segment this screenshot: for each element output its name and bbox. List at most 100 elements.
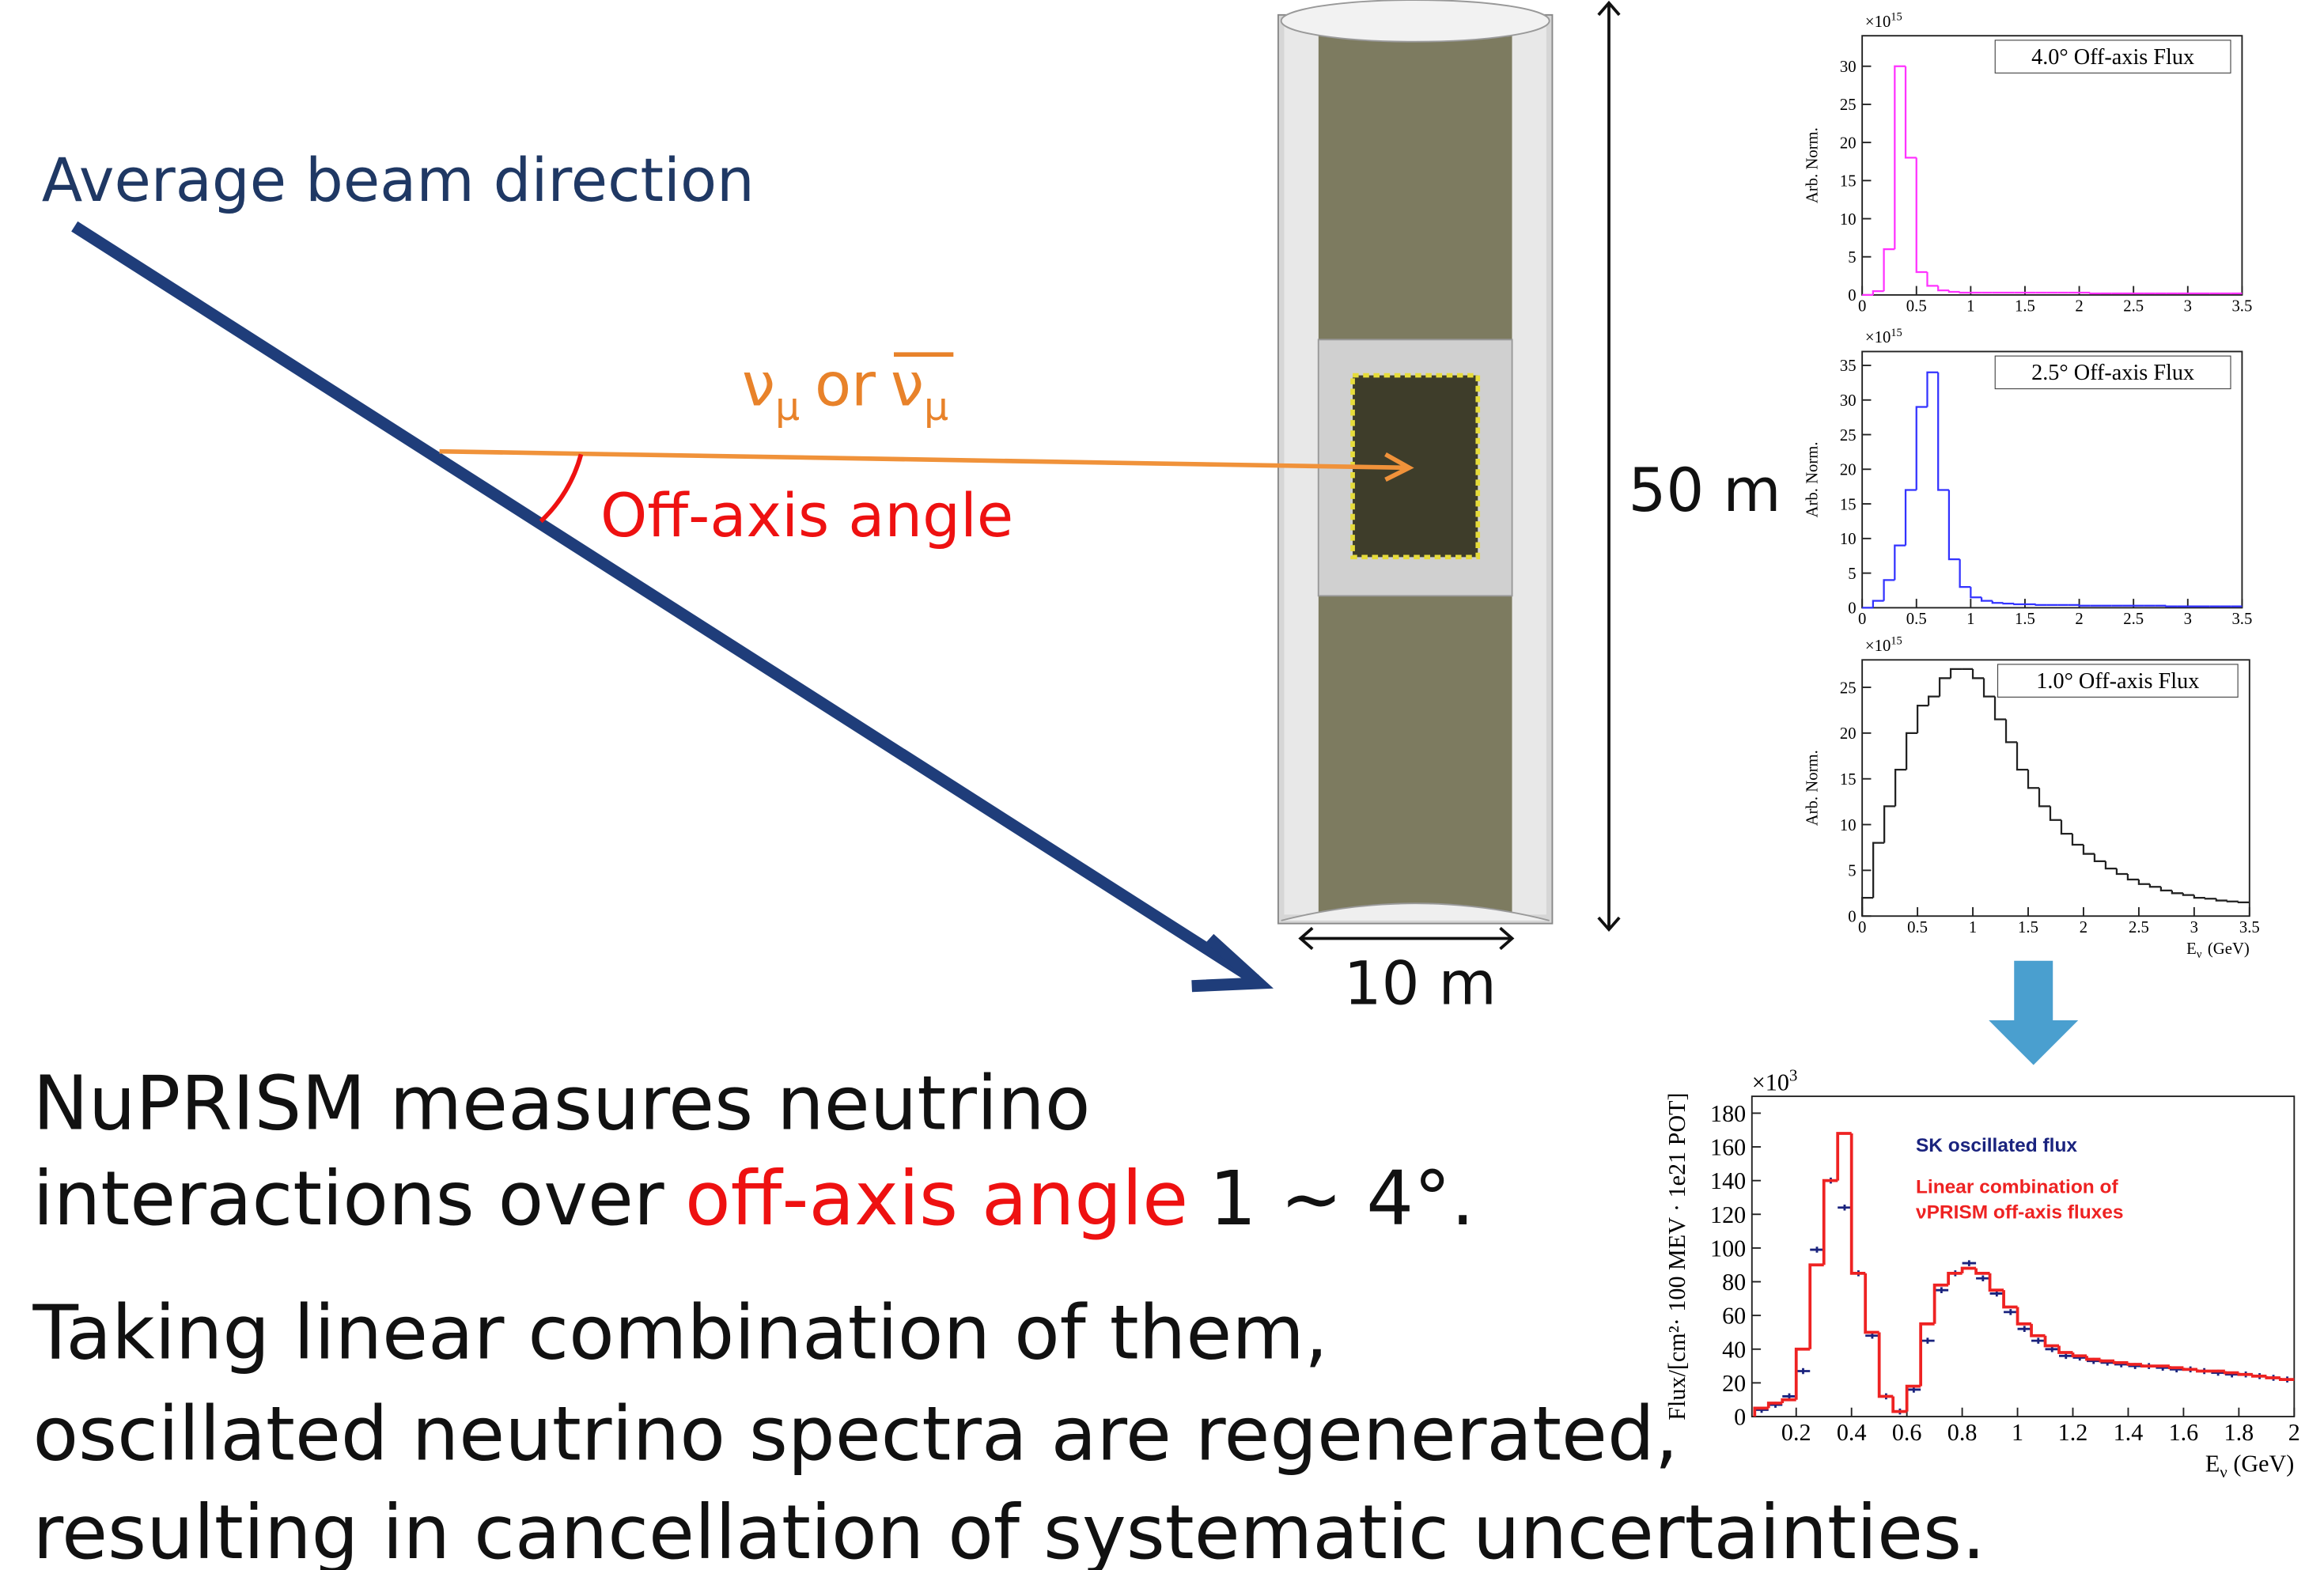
histogram-bin [2266, 1376, 2280, 1378]
y-tick-label: 25 [1840, 96, 1857, 114]
histogram-bin [2183, 1368, 2197, 1369]
histogram-bin [2280, 1378, 2294, 1379]
body-line: interactions overoff-axis angle1 ~ 4°. [32, 1156, 1474, 1243]
body-highlight: off-axis angle [685, 1156, 1188, 1243]
y-axis-label: Arb. Norm. [1804, 441, 1822, 517]
chart: 0.20.40.60.811.21.41.61.8202040608010012… [1664, 1066, 2300, 1481]
x-tick-label: 3 [2184, 298, 2192, 316]
x-tick-label: 1.4 [2114, 1419, 2144, 1446]
y-tick-label: 25 [1840, 679, 1857, 697]
width-label: 10 m [1344, 948, 1497, 1018]
chart-title: 2.5° Off-axis Flux [2031, 361, 2194, 385]
y-tick-label: 0 [1734, 1404, 1746, 1431]
y-tick-label: 5 [1848, 566, 1856, 583]
y-tick-label: 5 [1848, 863, 1856, 880]
x-tick-label: 1 [2012, 1419, 2023, 1446]
chart-title: 4.0° Off-axis Flux [2031, 45, 2194, 70]
x-tick-label: 2 [2080, 919, 2087, 936]
x-axis-label: Eν(GeV) [2186, 940, 2250, 961]
x-tick-label: 0.6 [1892, 1419, 1922, 1446]
multiplier-power: 3 [1789, 1066, 1798, 1085]
y-axis-label: Arb. Norm. [1804, 127, 1822, 203]
y-tick-label: 140 [1710, 1167, 1746, 1194]
x-tick-label: 0.5 [1907, 919, 1928, 936]
x-tick-label: 1 [1969, 919, 1977, 936]
histogram-bin [2036, 604, 2047, 605]
histogram-bin [2170, 1366, 2183, 1368]
angle-label: Off-axis angle [600, 481, 1013, 550]
y-tick-label: 10 [1840, 211, 1857, 229]
histogram-bin [2197, 1369, 2211, 1371]
x-tick-label: 1 [1966, 298, 1974, 316]
body-span: 1 ~ 4°. [1209, 1156, 1475, 1243]
angle-arc [541, 454, 581, 521]
x-tick-label: 1.2 [2058, 1419, 2088, 1446]
slide: Average beam direction νμorνμ Off-axis a… [0, 0, 2324, 1570]
x-axis-label: Eν(GeV) [2205, 1450, 2294, 1481]
x-tick-label: 3 [2184, 611, 2192, 628]
y-tick-label: 20 [1840, 725, 1857, 743]
wall-left [1284, 24, 1318, 914]
histogram-bin [2128, 1363, 2141, 1364]
shaft-top [1281, 0, 1550, 42]
multiplier-power: 15 [1891, 635, 1902, 648]
x-label-sub: ν [2197, 948, 2202, 961]
x-tick-label: 2.5 [2123, 611, 2144, 628]
plot-frame [1862, 660, 2250, 916]
histogram-bin [2114, 1361, 2128, 1363]
x-tick-label: 0.2 [1781, 1419, 1811, 1446]
x-tick-label: 1.8 [2224, 1419, 2254, 1446]
x-tick-label: 1.6 [2169, 1419, 2199, 1446]
x-tick-label: 1.5 [2015, 611, 2035, 628]
y-tick-label: 10 [1840, 531, 1857, 548]
x-tick-label: 3.5 [2231, 298, 2252, 316]
body-line: oscillated neutrino spectra are regenera… [32, 1392, 1678, 1478]
histogram-bin [1960, 292, 1971, 293]
chart: 00.511.522.533.5051015202530×1015Arb. No… [1804, 11, 2253, 316]
neutrino-arrow [440, 452, 1406, 468]
x-tick-label: 3 [2190, 919, 2198, 936]
y-tick-label: 40 [1722, 1336, 1746, 1363]
width-dimension [1300, 928, 1512, 948]
x-tick-label: 2 [2288, 1419, 2300, 1446]
x-tick-label: 3.5 [2239, 919, 2260, 936]
y-axis-label: Arb. Norm. [1804, 750, 1822, 826]
beam-arrow [74, 226, 1255, 980]
x-tick-label: 2 [2075, 611, 2083, 628]
histogram-bin [2225, 1371, 2239, 1372]
x-label-main: E [2205, 1450, 2220, 1477]
x-tick-label: 0.8 [1947, 1419, 1978, 1446]
body-line: resulting in cancellation of systematic … [32, 1490, 1985, 1570]
x-tick-label: 1.5 [2015, 298, 2035, 316]
legend-entry: Linear combination of νPRISM off-axis fl… [1916, 1174, 2214, 1233]
body-line: Taking linear combination of them, [32, 1291, 1327, 1377]
y-tick-label: 0 [1848, 908, 1856, 925]
y-tick-label: 5 [1848, 249, 1856, 267]
y-tick-label: 20 [1722, 1370, 1746, 1397]
y-tick-label: 60 [1722, 1303, 1746, 1330]
x-label-sub: ν [2220, 1462, 2227, 1481]
y-tick-label: 0 [1848, 600, 1856, 618]
beam-label: Average beam direction [42, 146, 755, 215]
mu-bar: μ [924, 384, 948, 429]
axis-multiplier: ×1015 [1865, 635, 1902, 655]
y-tick-label: 80 [1722, 1269, 1746, 1296]
y-tick-label: 15 [1840, 173, 1857, 191]
legend-label: SK oscillated flux [1916, 1132, 2191, 1157]
axis-multiplier: ×1015 [1865, 327, 1902, 346]
body-line: NuPRISM measures neutrino [32, 1061, 1090, 1148]
page: Average beam direction νμorνμ Off-axis a… [0, 0, 2324, 1570]
x-tick-label: 1.5 [2018, 919, 2038, 936]
y-tick-label: 30 [1840, 59, 1857, 76]
or: or [815, 350, 876, 419]
x-tick-label: 0.4 [1837, 1419, 1867, 1446]
mu: μ [775, 384, 800, 429]
down-arrow [1989, 961, 2078, 1065]
histogram-bin [2014, 603, 2025, 604]
neutrino-label: νμorνμ [742, 350, 948, 429]
multiplier-base: ×10 [1752, 1069, 1789, 1096]
y-tick-label: 20 [1840, 134, 1857, 152]
nu-bar: ν [891, 350, 924, 419]
x-label-unit: (GeV) [2208, 940, 2250, 958]
